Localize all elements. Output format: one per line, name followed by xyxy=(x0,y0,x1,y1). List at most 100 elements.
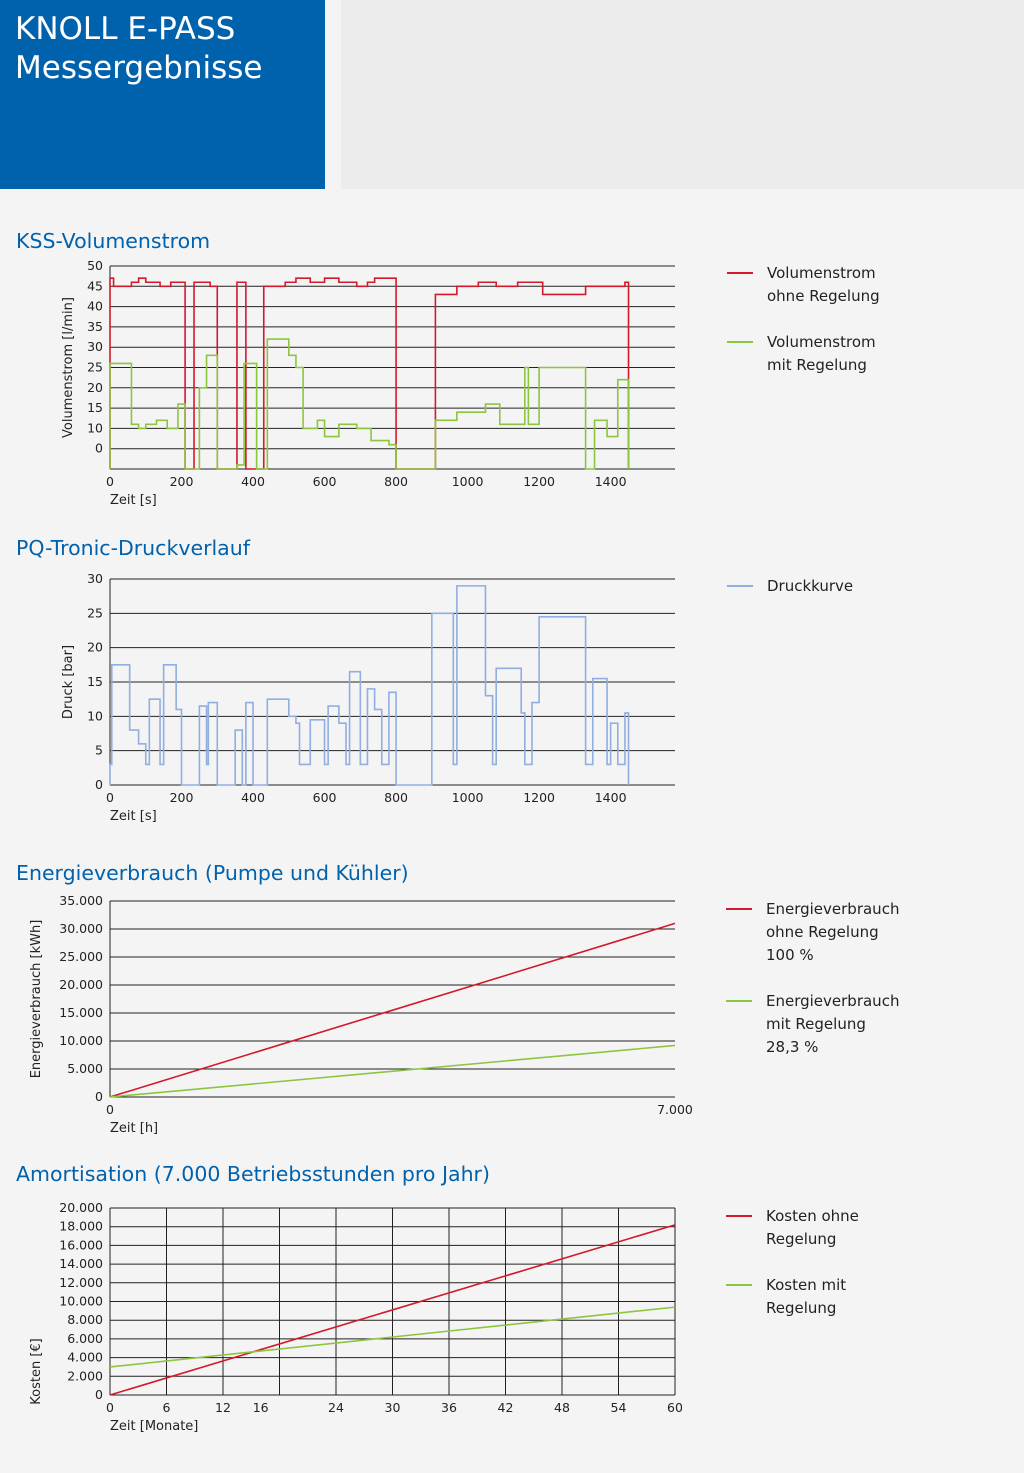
x-tick-label: 1200 xyxy=(523,474,555,489)
chart-amortisation: 0 2.000 4.000 6.000 8.000 10.000 12.000 14.000 1… xyxy=(29,1200,859,1434)
legend-label: mit Regelung xyxy=(766,1015,866,1033)
legend-label: Energieverbrauch xyxy=(766,992,899,1010)
y-tick-label: 0 xyxy=(95,777,103,792)
legend-label: Druckkurve xyxy=(767,577,853,595)
legend-label: Regelung xyxy=(766,1299,836,1317)
x-tick-label: 36 xyxy=(441,1400,457,1415)
y-tick-label: 30 xyxy=(87,571,103,586)
y-tick-label: 0 xyxy=(95,1089,103,1104)
x-tick-label: 1400 xyxy=(595,474,627,489)
chart-title-druckverlauf: PQ-Tronic-Druckverlauf xyxy=(16,536,250,560)
y-tick-label: 20 xyxy=(87,380,103,395)
legend-label: 28,3 % xyxy=(766,1038,818,1056)
y-tick-label: 0 xyxy=(95,1387,103,1402)
header-panel: KNOLL E-PASS Messergebnisse xyxy=(0,0,325,189)
y-tick-label: 20 xyxy=(87,640,103,655)
chart-energieverbrauch: 0 5.000 10.000 15.000 20.000 25.000 30.000 35.0… xyxy=(29,893,899,1136)
chart-kss-volumenstrom: 0 10 15 20 25 30 35 40 45 50 0 200 400 600 800 1000 1200… xyxy=(61,258,880,508)
x-axis-title: Zeit [h] xyxy=(110,1121,158,1136)
y-tick-label: 20.000 xyxy=(59,1200,103,1215)
chart-title-kss-volumenstrom: KSS-Volumenstrom xyxy=(16,229,211,253)
y-tick-label: 35 xyxy=(87,319,103,334)
y-tick-label: 5 xyxy=(95,743,103,758)
y-tick-label: 15 xyxy=(87,674,103,689)
x-tick-label: 7.000 xyxy=(657,1102,693,1117)
x-tick-label: 16 xyxy=(253,1400,269,1415)
legend-label: Volumenstrom xyxy=(767,264,876,282)
y-axis-title: Volumenstrom [l/min] xyxy=(61,297,76,438)
series-line-1 xyxy=(109,277,630,470)
x-tick-label: 0 xyxy=(106,474,114,489)
x-tick-label: 0 xyxy=(106,1400,114,1415)
x-tick-label: 60 xyxy=(667,1400,683,1415)
x-tick-label: 48 xyxy=(554,1400,570,1415)
header-spacer xyxy=(341,0,1024,189)
y-tick-label: 4.000 xyxy=(67,1350,103,1365)
legend-label: ohne Regelung xyxy=(767,287,880,305)
y-tick-label: 35.000 xyxy=(59,893,103,908)
y-tick-label: 16.000 xyxy=(59,1237,103,1252)
x-tick-label: 400 xyxy=(241,790,265,805)
x-axis-title: Zeit [s] xyxy=(110,493,157,508)
x-tick-label: 1200 xyxy=(523,790,555,805)
y-tick-label: 15.000 xyxy=(59,1005,103,1020)
y-tick-label: 45 xyxy=(87,278,103,293)
x-tick-label: 800 xyxy=(384,474,408,489)
y-axis-title: Druck [bar] xyxy=(61,645,76,719)
y-tick-label: 10.000 xyxy=(59,1294,103,1309)
x-tick-label: 24 xyxy=(328,1400,344,1415)
chart-title-amortisation: Amortisation (7.000 Betriebsstunden pro … xyxy=(16,1162,490,1186)
x-tick-label: 1400 xyxy=(595,790,627,805)
x-tick-label: 200 xyxy=(170,474,194,489)
x-tick-label: 600 xyxy=(313,474,337,489)
x-tick-label: 54 xyxy=(611,1400,627,1415)
x-axis-title: Zeit [s] xyxy=(110,809,157,824)
y-tick-label: 10 xyxy=(87,708,103,723)
legend-label: 100 % xyxy=(766,946,814,964)
y-tick-label: 25 xyxy=(87,605,103,620)
y-tick-label: 25 xyxy=(87,360,103,375)
series-line-1 xyxy=(109,585,630,786)
y-tick-label: 30.000 xyxy=(59,921,103,936)
y-tick-label: 14.000 xyxy=(59,1256,103,1271)
legend-label: Volumenstrom xyxy=(767,333,876,351)
y-tick-label: 6.000 xyxy=(67,1331,103,1346)
series-line-1 xyxy=(109,1224,676,1396)
x-axis-title: Zeit [Monate] xyxy=(110,1419,198,1434)
y-tick-label: 30 xyxy=(87,339,103,354)
y-tick-label: 10 xyxy=(87,420,103,435)
x-tick-label: 800 xyxy=(384,790,408,805)
y-tick-label: 40 xyxy=(87,299,103,314)
y-tick-label: 10.000 xyxy=(59,1033,103,1048)
y-tick-label: 15 xyxy=(87,400,103,415)
x-tick-label: 1000 xyxy=(452,790,484,805)
y-tick-label: 0 xyxy=(95,441,103,456)
chart-druckverlauf: 0 5 10 15 20 25 30 0 200 400 600 800 1000 1200 1400 Zei… xyxy=(61,571,853,824)
x-tick-label: 30 xyxy=(385,1400,401,1415)
x-tick-label: 0 xyxy=(106,1102,114,1117)
y-tick-label: 5.000 xyxy=(67,1061,103,1076)
x-tick-label: 42 xyxy=(498,1400,514,1415)
x-tick-label: 12 xyxy=(215,1400,231,1415)
x-tick-label: 400 xyxy=(241,474,265,489)
x-tick-label: 200 xyxy=(170,790,194,805)
y-tick-label: 18.000 xyxy=(59,1219,103,1234)
series-line-2 xyxy=(109,1306,676,1368)
y-tick-label: 20.000 xyxy=(59,977,103,992)
y-axis-title: Kosten [€] xyxy=(29,1338,44,1405)
y-tick-label: 2.000 xyxy=(67,1368,103,1383)
y-tick-label: 8.000 xyxy=(67,1312,103,1327)
y-tick-label: 50 xyxy=(87,258,103,273)
header-title-line2: Messergebnisse xyxy=(15,50,263,86)
y-tick-label: 12.000 xyxy=(59,1275,103,1290)
legend-label: Energieverbrauch xyxy=(766,900,899,918)
y-axis-title: Energieverbrauch [kWh] xyxy=(29,920,44,1079)
chart-title-energieverbrauch: Energieverbrauch (Pumpe und Kühler) xyxy=(16,861,409,885)
legend-label: mit Regelung xyxy=(767,356,867,374)
series-line-2 xyxy=(109,1044,676,1098)
series-line-2 xyxy=(109,338,630,470)
header-title-line1: KNOLL E-PASS xyxy=(15,11,236,47)
y-tick-label: 25.000 xyxy=(59,949,103,964)
legend-label: Regelung xyxy=(766,1230,836,1248)
legend-label: ohne Regelung xyxy=(766,923,879,941)
